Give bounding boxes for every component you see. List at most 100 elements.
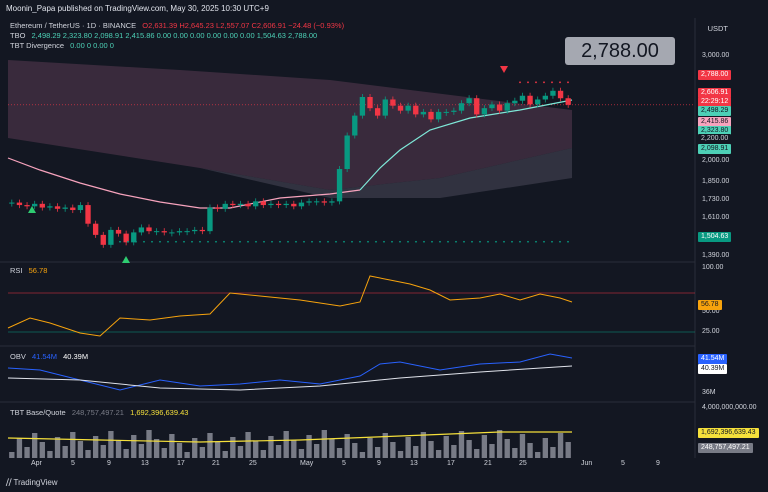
tradingview-logo[interactable]: ⧸⧸ TradingView [6, 478, 58, 487]
candle-body [184, 231, 190, 233]
volume-bar [390, 442, 396, 458]
support-dot [287, 240, 289, 243]
support-dot [383, 240, 385, 243]
candle-body [405, 105, 411, 111]
tbo-values: 2,498.29 2,323.80 2,098.91 2,415.86 0.00… [31, 31, 318, 40]
candle-body [92, 223, 99, 235]
volume-bar [92, 436, 99, 458]
chart-svg[interactable] [0, 18, 768, 474]
candle-body [9, 202, 15, 204]
volume-tag: 248,757,497.21 [698, 443, 753, 453]
ma-line-teal [359, 99, 573, 191]
candle-body [32, 203, 38, 207]
volume-bar [321, 430, 327, 458]
support-dot [471, 240, 473, 243]
candle-body [77, 205, 84, 211]
candle-body [496, 104, 503, 111]
support-dot [511, 240, 513, 243]
candle-body [519, 95, 526, 101]
price-tag: 2,200.00 [698, 134, 732, 144]
rsi-tag: 56.78 [698, 300, 722, 310]
support-dot [327, 240, 329, 243]
volume-bar [420, 432, 427, 458]
candle-body [47, 206, 53, 208]
volume-bar [374, 447, 381, 458]
x-axis-label: 13 [141, 460, 149, 467]
volume-bar [527, 443, 533, 458]
volume-bar [32, 433, 38, 458]
candle-body [557, 90, 564, 99]
obv-ma-line [7, 365, 573, 391]
support-dot [447, 240, 449, 243]
volume-bar [253, 441, 259, 458]
candle-body [237, 203, 244, 206]
candle-body [214, 207, 221, 209]
support-dot [567, 240, 569, 243]
volume-bar [298, 449, 305, 458]
candle-body [62, 207, 68, 209]
volume-bar [275, 445, 282, 458]
rsi-axis-label: 50.00 [702, 308, 720, 315]
candle-body [435, 111, 442, 120]
support-dot [367, 240, 369, 243]
x-axis-label: 21 [212, 460, 220, 467]
resistance-dot [543, 81, 545, 84]
volume-bar [443, 436, 449, 458]
price-axis-label: 1,850.00 [702, 178, 730, 185]
candle-body [413, 105, 419, 115]
price-axis-label: 1,390.00 [702, 252, 730, 259]
support-dot [279, 240, 281, 243]
tbo-legend: TBO 2,498.29 2,323.80 2,098.91 2,415.86 … [10, 31, 317, 40]
candle-body [367, 96, 373, 109]
publish-header: Moonin_Papa published on TradingView.com… [0, 0, 768, 18]
volume-bar [131, 435, 137, 458]
chart-area[interactable] [0, 18, 768, 474]
volume-bar [535, 452, 541, 458]
sell-signal-triangle [500, 66, 508, 73]
support-dot [311, 240, 313, 243]
candle-body [314, 201, 320, 203]
candle-body [16, 202, 23, 206]
candle-body [397, 105, 404, 111]
volume-bar [352, 443, 358, 458]
volume-bar [481, 435, 488, 458]
resistance-dot [567, 81, 569, 84]
x-axis-label: 9 [377, 460, 381, 467]
candle-body [359, 96, 366, 116]
volume-bar [336, 448, 343, 458]
candle-body [169, 232, 175, 234]
volume-bar [565, 442, 571, 458]
volume-bar [184, 452, 190, 458]
tbo-label: TBO [10, 31, 26, 40]
candle-body [512, 100, 518, 104]
cloud-band-upper [8, 60, 572, 190]
candle-body [54, 206, 61, 209]
volume-legend: TBT Base/Quote 248,757,497.21 1,692,396,… [10, 408, 188, 417]
volume-tag: 1,692,396,639.43 [698, 428, 759, 438]
volume-bar [77, 441, 84, 458]
volume-bar [306, 435, 312, 458]
support-dot [199, 240, 201, 243]
support-dot [239, 240, 241, 243]
candle-body [550, 90, 556, 96]
support-dot [167, 240, 169, 243]
volume-bar [291, 440, 297, 458]
support-dot [487, 240, 489, 243]
support-dot [255, 240, 257, 243]
candle-body [131, 232, 137, 243]
volume-bar [451, 445, 457, 458]
candle-body [291, 203, 297, 207]
volume-bar [70, 432, 76, 458]
price-tag: 1,504.63 [698, 232, 732, 242]
candle-body [443, 111, 449, 113]
candle-body [108, 229, 114, 245]
candle-body [466, 98, 472, 104]
price-tag: 2,323.80 [698, 126, 732, 136]
resistance-dot [551, 81, 553, 84]
volume-bar [245, 432, 251, 458]
price-tag: 2,415.86 [698, 117, 732, 127]
brand-name: TradingView [13, 478, 58, 487]
candle-body [100, 234, 106, 245]
support-dot [351, 240, 353, 243]
volume-bar [54, 437, 61, 458]
